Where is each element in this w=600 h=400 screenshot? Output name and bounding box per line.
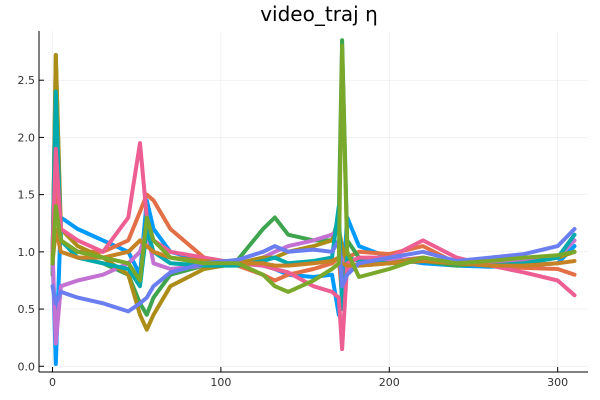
- x-tick-label: 0: [49, 376, 56, 389]
- chart-title: video_traj η: [260, 2, 378, 26]
- series-group: [50, 38, 577, 366]
- x-tick-label: 200: [379, 376, 400, 389]
- y-tick-label: 0.0: [18, 360, 36, 373]
- y-tick-label: 2.5: [18, 74, 36, 87]
- y-tick-label: 0.5: [18, 303, 36, 316]
- y-tick-label: 2.0: [18, 131, 36, 144]
- y-tick-label: 1.0: [18, 246, 36, 259]
- series-line-7: [50, 141, 577, 352]
- ticks: 0 100 200 300 0.0 0.5 1.0 1.5 2.0 2.5: [18, 74, 569, 389]
- x-tick-label: 300: [547, 376, 568, 389]
- axes: [38, 31, 588, 373]
- x-tick-label: 100: [210, 376, 231, 389]
- y-tick-label: 1.5: [18, 189, 36, 202]
- series-line-9: [50, 227, 577, 314]
- series-line-10: [50, 43, 577, 294]
